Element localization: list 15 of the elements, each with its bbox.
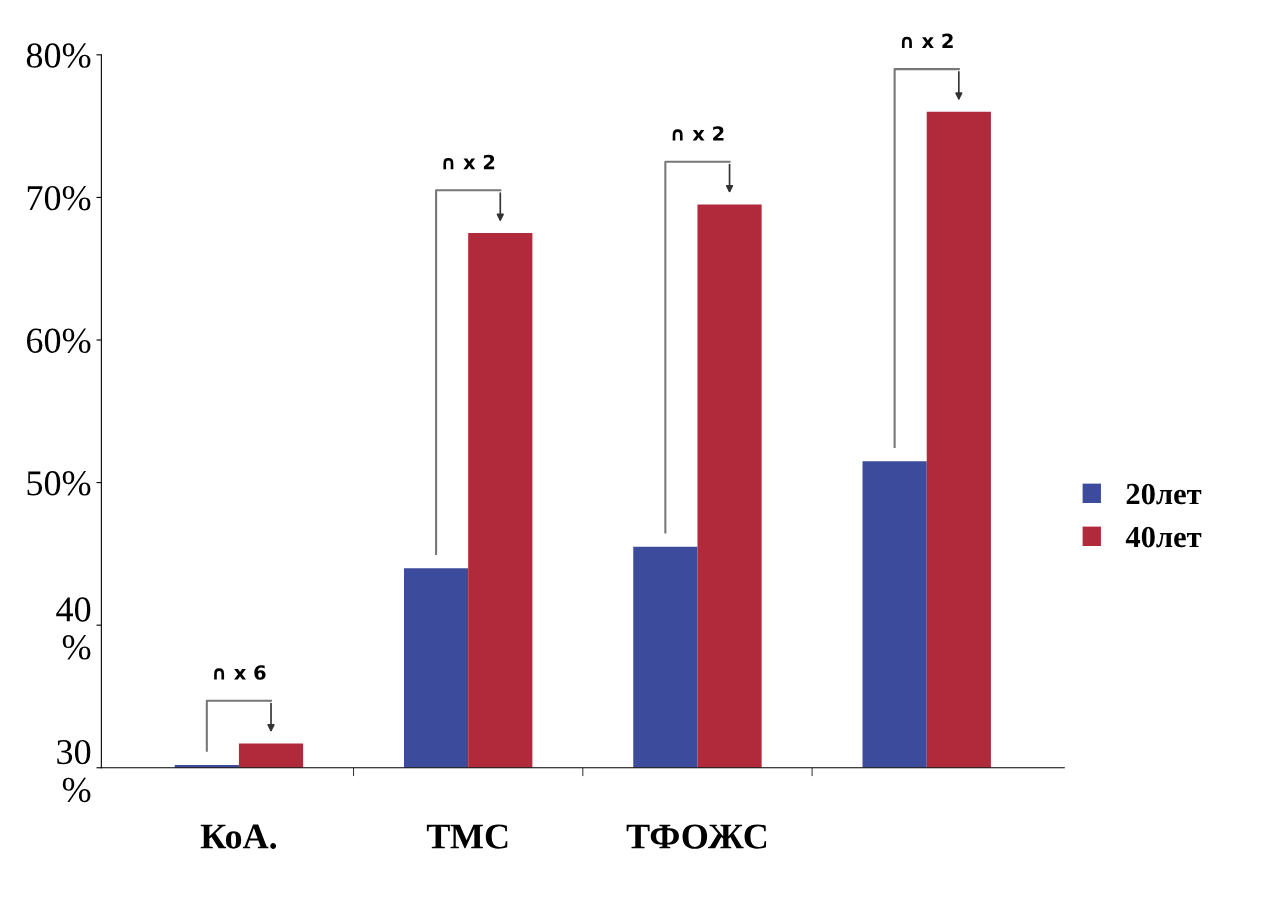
y-tick-label: 30 % bbox=[57, 739, 91, 803]
x-tick-label: КоА. bbox=[200, 824, 277, 849]
legend-label: 20лет bbox=[1126, 483, 1202, 505]
annotation: ∩ x 2 bbox=[443, 154, 495, 170]
text: 80% bbox=[26, 43, 91, 68]
y-tick-label: 40 % bbox=[56, 597, 91, 660]
text: 70% bbox=[27, 185, 91, 211]
annotation: ∩ x 2 bbox=[672, 126, 724, 141]
legend-label: 40лет bbox=[1125, 526, 1202, 548]
x-tick-label: ТФОЖС bbox=[626, 824, 767, 849]
x-tick-label: ТМС bbox=[426, 824, 508, 849]
annotation: ∩ x 6 bbox=[214, 665, 266, 680]
text: ∩ x 2 bbox=[901, 33, 953, 48]
text: 60% bbox=[27, 328, 91, 354]
text: 50% bbox=[27, 471, 91, 496]
